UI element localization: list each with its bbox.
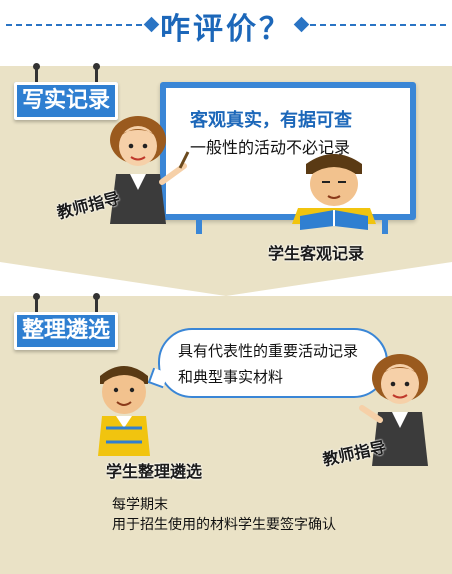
whiteboard: 客观真实，有据可查 一般性的活动不必记录 — [160, 82, 416, 220]
board-headline: 客观真实，有据可查 — [190, 110, 352, 131]
pushpin-icon — [93, 293, 100, 312]
pushpin-icon — [33, 293, 40, 312]
teacher-pointing-figure-icon — [359, 354, 428, 466]
board-subline: 一般性的活动不必记录 — [190, 138, 351, 157]
section-record-fold — [0, 262, 452, 296]
teacher-figure-icon — [110, 116, 190, 224]
header: 咋评价？ — [0, 0, 452, 52]
student-select-caption: 学生整理遴选 — [106, 462, 203, 481]
header-diamond-left-icon — [143, 16, 160, 33]
header-divider-right — [300, 24, 446, 26]
bubble-line-1: 具有代表性的重要活动记录 — [178, 342, 359, 360]
header-divider-left — [6, 24, 152, 26]
section-select-tag: 整理遴选 — [14, 312, 119, 350]
pushpin-icon — [93, 63, 100, 82]
bubble-line-2: 和典型事实材料 — [178, 368, 284, 386]
note-line-1: 每学期末 — [112, 497, 168, 513]
student-caption: 学生客观记录 — [268, 244, 365, 263]
student-reading-figure-icon — [292, 154, 376, 230]
speech-bubble: 具有代表性的重要活动记录 和典型事实材料 — [158, 328, 388, 398]
page-title: 咋评价？ — [160, 12, 292, 47]
pointer-stick-icon — [178, 151, 190, 169]
student-figure-icon — [98, 366, 150, 456]
whiteboard-leg — [382, 214, 388, 234]
pushpin-icon — [33, 63, 40, 82]
note-line-2: 用于招生使用的材料学生要签字确认 — [112, 517, 336, 533]
whiteboard-leg — [196, 214, 202, 234]
section-record-tag: 写实记录 — [14, 82, 119, 120]
